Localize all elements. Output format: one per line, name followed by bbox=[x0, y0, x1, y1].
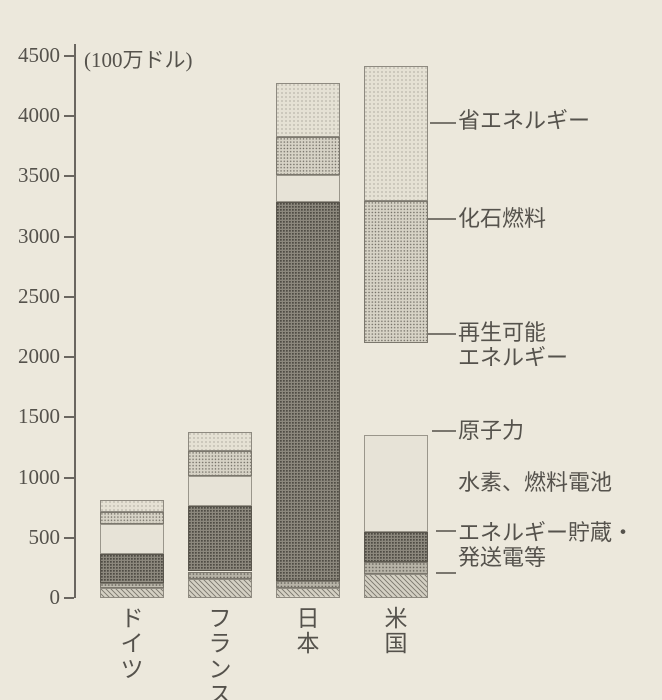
bar-segment-nuclear bbox=[100, 554, 164, 583]
legend-leader bbox=[436, 572, 456, 574]
legend-leader bbox=[430, 122, 456, 124]
y-tick-label: 0 bbox=[0, 585, 60, 610]
bar-segment-saving bbox=[276, 83, 340, 137]
y-tick-label: 2000 bbox=[0, 344, 60, 369]
legend-label-renewable: 再生可能エネルギー bbox=[458, 320, 568, 371]
bar-segment-storage bbox=[364, 574, 428, 598]
bar-segment-fossil bbox=[188, 451, 252, 476]
bar-segment-nuclear bbox=[188, 506, 252, 571]
y-tick-label: 500 bbox=[0, 525, 60, 550]
bar-segment-fossil bbox=[100, 512, 164, 524]
legend-label-storage: エネルギー貯蔵・発送電等 bbox=[458, 520, 634, 571]
y-tick-label: 4000 bbox=[0, 103, 60, 128]
unit-label: (100万ドル) bbox=[84, 44, 193, 74]
y-tick-label: 1000 bbox=[0, 465, 60, 490]
y-tick bbox=[64, 55, 74, 57]
bar-segment-saving bbox=[188, 432, 252, 451]
category-label-us: 米国 bbox=[360, 606, 432, 657]
legend-leader bbox=[428, 218, 456, 220]
legend-leader bbox=[436, 530, 456, 532]
y-tick-label: 3000 bbox=[0, 224, 60, 249]
y-tick bbox=[64, 477, 74, 479]
category-label-fr: フランス bbox=[184, 606, 256, 700]
bar-segment-hydrogen bbox=[188, 572, 252, 579]
y-tick-label: 2500 bbox=[0, 284, 60, 309]
bar-segment-fossil bbox=[276, 137, 340, 176]
y-tick bbox=[64, 236, 74, 238]
y-tick bbox=[64, 597, 74, 599]
y-tick-label: 1500 bbox=[0, 404, 60, 429]
bar-segment-hydrogen bbox=[100, 583, 164, 588]
legend-leader bbox=[428, 333, 456, 335]
bar-segment-renewable bbox=[364, 435, 428, 531]
category-label-de: ドイツ bbox=[96, 606, 168, 682]
legend-label-fossil: 化石燃料 bbox=[458, 206, 546, 231]
bar-segment-fossil bbox=[364, 201, 428, 343]
bar-segment-renewable bbox=[100, 524, 164, 554]
bar-segment-storage bbox=[188, 579, 252, 598]
legend-label-saving: 省エネルギー bbox=[458, 108, 590, 133]
y-tick bbox=[64, 115, 74, 117]
y-axis bbox=[74, 44, 76, 598]
bar-segment-saving bbox=[100, 500, 164, 512]
category-label-jp: 日本 bbox=[272, 606, 344, 657]
bar-segment-nuclear bbox=[276, 202, 340, 581]
y-tick bbox=[64, 356, 74, 358]
bar-segment-hydrogen bbox=[364, 562, 428, 574]
legend-label-hydrogen: 水素、燃料電池 bbox=[458, 470, 612, 495]
bar-segment-saving bbox=[364, 66, 428, 201]
y-tick-label: 3500 bbox=[0, 163, 60, 188]
y-tick bbox=[64, 537, 74, 539]
y-tick bbox=[64, 296, 74, 298]
y-tick-label: 4500 bbox=[0, 43, 60, 68]
bar-segment-nuclear bbox=[364, 532, 428, 562]
legend-leader bbox=[432, 430, 456, 432]
stacked-bar-chart: 0 500 1000 1500 2000 2500 3000 3500 4000 4500 (100… bbox=[0, 0, 662, 700]
legend-label-nuclear: 原子力 bbox=[458, 418, 524, 443]
bar-segment-storage bbox=[276, 588, 340, 598]
bar-segment-storage bbox=[100, 588, 164, 598]
bar-segment-hydrogen bbox=[276, 581, 340, 588]
bar-segment-renewable bbox=[276, 175, 340, 201]
y-tick bbox=[64, 175, 74, 177]
y-tick bbox=[64, 416, 74, 418]
bar-segment-renewable bbox=[188, 476, 252, 506]
